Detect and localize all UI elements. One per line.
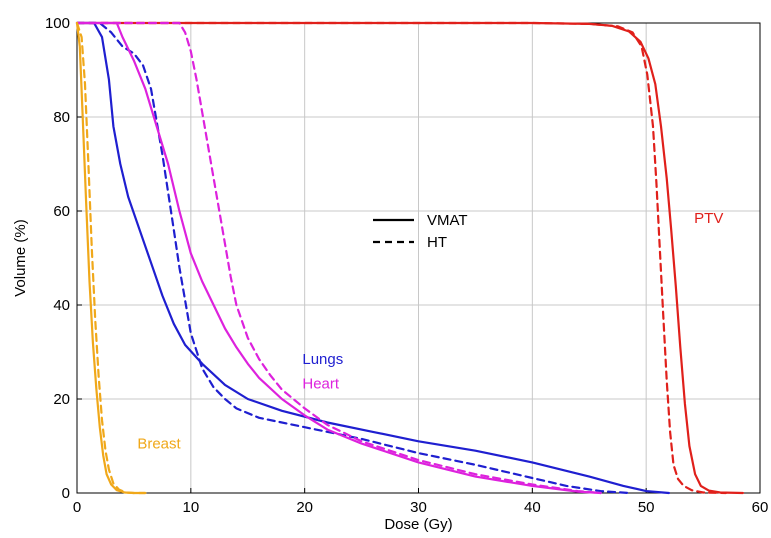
x-tick-label: 0 (73, 499, 81, 516)
legend-label-vmat: VMAT (427, 212, 468, 229)
y-tick-label: 20 (53, 391, 70, 408)
dvh-curve-ptv-ht (75, 21, 728, 495)
y-tick-label: 80 (53, 109, 70, 126)
x-tick-label: 20 (296, 499, 313, 516)
y-tick-label: 100 (45, 15, 70, 32)
legend-label-ht: HT (427, 234, 447, 251)
dvh-curve-heart-ht (75, 21, 602, 495)
y-axis-title: Volume (%) (12, 219, 29, 297)
y-tick-label: 0 (62, 485, 70, 502)
annotation-heart: Heart (302, 376, 340, 393)
x-tick-label: 50 (638, 499, 655, 516)
x-tick-label: 10 (182, 499, 199, 516)
annotation-lungs: Lungs (302, 351, 343, 368)
x-axis-title: Dose (Gy) (384, 516, 452, 533)
dvh-curve-heart-vmat (75, 21, 602, 495)
annotations: PTV Lungs Heart Breast (137, 210, 723, 453)
legend: VMAT HT (373, 212, 468, 251)
dvh-curve-breast-ht (75, 21, 147, 495)
x-tick-label: 30 (410, 499, 427, 516)
grid (77, 23, 760, 493)
dvh-curve-ptv-vmat (75, 21, 745, 495)
x-tick-label: 60 (752, 499, 769, 516)
curves (75, 21, 745, 495)
y-tick-label: 60 (53, 203, 70, 220)
x-tick-label: 40 (524, 499, 541, 516)
dvh-curve-lungs-vmat (75, 21, 671, 495)
annotation-breast: Breast (137, 435, 181, 452)
dvh-curve-lungs-ht (75, 21, 631, 495)
y-tick-label: 40 (53, 297, 70, 314)
annotation-ptv: PTV (694, 210, 723, 227)
